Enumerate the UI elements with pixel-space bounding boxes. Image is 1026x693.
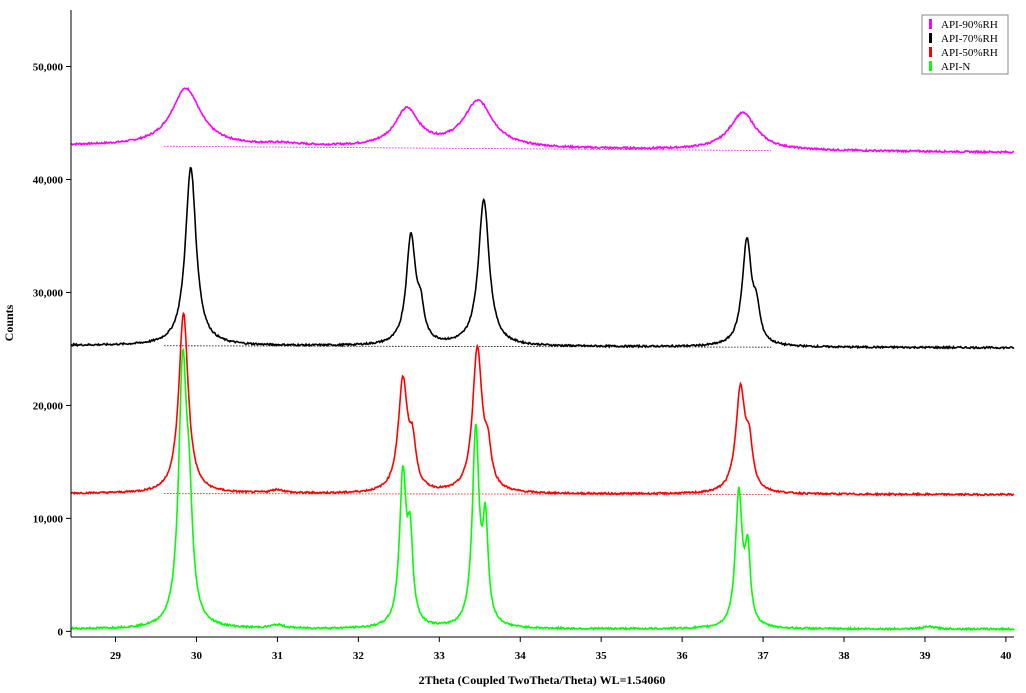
series-line-1 — [70, 166, 1015, 350]
legend: API-90%RH API-70%RH API-50%RH API-N — [921, 14, 1009, 75]
y-tick-label: 50,000 — [33, 61, 64, 73]
x-tick-label: 29 — [110, 650, 122, 662]
x-tick-label: 36 — [677, 650, 689, 662]
legend-swatch — [929, 47, 932, 57]
axes — [70, 10, 1014, 638]
legend-box — [921, 14, 1009, 75]
plot-area — [71, 10, 1014, 637]
legend-label: API-70%RH — [941, 33, 998, 45]
x-tick-label: 32 — [353, 650, 365, 662]
x-tick-label: 30 — [191, 650, 203, 662]
legend-swatch — [929, 19, 932, 29]
series-line-2 — [70, 311, 1015, 497]
baseline-guide — [164, 345, 772, 348]
y-tick-label: 40,000 — [33, 174, 64, 186]
series-layer — [70, 86, 1015, 632]
legend-swatch — [929, 61, 932, 71]
series-line-0 — [70, 86, 1015, 155]
baseline-guide — [164, 145, 772, 152]
baseline-guide — [164, 493, 772, 495]
legend-label: API-90%RH — [941, 19, 998, 31]
legend-label: API-50%RH — [941, 47, 998, 59]
x-tick-label: 34 — [515, 650, 527, 662]
y-ticks: 0 10,000 20,000 30,000 40,000 50,000 — [33, 61, 71, 638]
x-ticks: 29 30 31 32 33 34 35 36 37 38 39 40 — [110, 637, 1012, 662]
x-axis-title: 2Theta (Coupled TwoTheta/Theta) WL=1.540… — [419, 673, 666, 687]
y-tick-label: 0 — [58, 626, 64, 638]
legend-swatch — [929, 33, 932, 43]
series-line-3 — [70, 347, 1015, 632]
y-tick-label: 30,000 — [33, 287, 64, 299]
baseline-guides — [164, 145, 772, 495]
y-tick-label: 20,000 — [33, 400, 64, 412]
y-tick-label: 10,000 — [33, 513, 64, 525]
x-tick-label: 37 — [758, 650, 770, 662]
x-tick-label: 40 — [1000, 650, 1012, 662]
x-tick-label: 31 — [272, 650, 283, 662]
legend-label: API-N — [941, 61, 970, 73]
x-tick-label: 39 — [919, 650, 931, 662]
x-tick-label: 35 — [596, 650, 608, 662]
x-tick-label: 33 — [434, 650, 446, 662]
y-axis-title: Counts — [2, 304, 16, 341]
x-tick-label: 38 — [839, 650, 851, 662]
